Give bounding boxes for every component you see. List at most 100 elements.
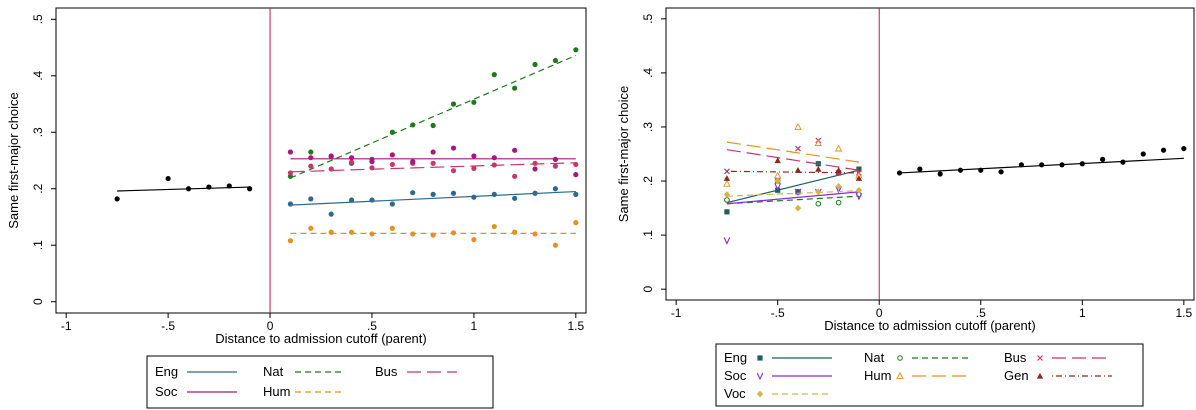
hum-point [723, 179, 731, 187]
voc-point [855, 186, 863, 194]
eng-point [491, 191, 497, 197]
legend-label-nat: Nat [263, 364, 284, 379]
x-tick-label: -1 [671, 306, 682, 320]
bus-point [491, 162, 497, 168]
bus-point [795, 145, 801, 152]
baseline-point [165, 175, 171, 182]
nat-fit-line [290, 54, 577, 179]
baseline-point [1120, 159, 1126, 165]
gen-point [774, 157, 781, 164]
legend-marker-bus [1037, 355, 1043, 361]
baseline-point [1140, 151, 1146, 157]
legend-label-eng: Eng [724, 350, 747, 365]
eng-point [369, 197, 375, 203]
x-tick-label: -.5 [161, 319, 175, 333]
hum-point [450, 230, 457, 236]
voc-point [774, 177, 781, 185]
y-tick-label: .1 [31, 240, 45, 250]
legend-marker-gen [1036, 372, 1044, 379]
y-tick-label: .4 [641, 68, 655, 78]
plot-area-frame [665, 7, 1195, 301]
hum-point [348, 229, 355, 235]
legend-box [146, 355, 494, 409]
legend-label-hum: Hum [864, 368, 891, 383]
eng-point [573, 191, 579, 197]
baseline-point [1039, 162, 1045, 168]
bus-point [512, 173, 518, 179]
baseline-point [937, 171, 943, 177]
baseline-point [114, 196, 120, 202]
hum-point [410, 231, 416, 237]
plot-area-frame [55, 7, 587, 314]
legend-label-soc: Soc [724, 368, 747, 383]
bus-point [430, 160, 436, 166]
y-axis-title: Same first-major choice [616, 86, 631, 223]
baseline-point [247, 186, 253, 192]
baseline-point [226, 183, 232, 189]
legend-label-soc: Soc [155, 384, 178, 399]
nat-point [512, 85, 518, 91]
x-tick-label: 0 [876, 306, 883, 320]
hum-point [814, 139, 823, 147]
soc-point [450, 145, 457, 151]
soc-point [723, 237, 731, 245]
soc-point [774, 183, 781, 191]
eng-point [552, 186, 559, 192]
soc-point [328, 153, 334, 159]
bus-point [389, 161, 395, 168]
baseline-point [1079, 161, 1085, 167]
y-tick-label: .3 [31, 127, 45, 137]
legend-marker-nat [897, 355, 903, 361]
x-tick-label: 1.5 [567, 319, 584, 333]
bus-point [532, 160, 538, 166]
eng-point [287, 201, 294, 207]
bus-point [552, 163, 559, 169]
voc-point [835, 183, 842, 190]
y-tick-label: .4 [31, 70, 45, 80]
eng-point [450, 190, 457, 196]
hum-point [328, 229, 334, 235]
baseline-point [917, 166, 923, 172]
eng-fit-line [290, 190, 576, 206]
nat-point [450, 101, 457, 107]
hum-point [430, 232, 436, 238]
legend-label-nat: Nat [864, 350, 885, 365]
soc-point [491, 155, 497, 161]
soc-point [512, 147, 518, 153]
gen-point [794, 167, 802, 173]
eng-fit-line [726, 169, 860, 204]
legend-label-eng: Eng [155, 364, 178, 379]
hum-fit-line [726, 141, 860, 163]
soc-point [430, 149, 436, 155]
nat-point [410, 122, 416, 128]
eng-point [410, 190, 416, 196]
eng-point [348, 197, 355, 203]
legend-box [715, 343, 1144, 407]
baseline-point [978, 167, 984, 173]
x-tick-label: -.5 [771, 306, 785, 320]
soc-point [471, 153, 477, 159]
hum-point [794, 123, 802, 130]
hum-point [287, 238, 294, 244]
y-tick-label: .5 [641, 13, 655, 23]
bus-fit-line [290, 162, 576, 173]
y-tick-label: .1 [641, 230, 655, 240]
baseline-point [185, 186, 192, 192]
legend-label-voc: Voc [724, 386, 746, 401]
bus-point [369, 165, 375, 171]
nat-point [491, 72, 497, 78]
hum-point [532, 231, 538, 237]
nat-point [532, 61, 538, 68]
soc-point [308, 155, 314, 161]
bus-point [573, 161, 579, 168]
soc-point [573, 172, 579, 178]
hum-point [773, 171, 782, 179]
x-axis-title: Distance to admission cutoff (parent) [215, 331, 426, 346]
soc-fit-line [726, 191, 859, 205]
y-tick-label: .2 [31, 183, 45, 193]
x-tick-label: 1 [1079, 306, 1086, 320]
nat-point [724, 197, 730, 203]
y-tick-label: .3 [641, 122, 655, 132]
soc-point [410, 159, 416, 165]
